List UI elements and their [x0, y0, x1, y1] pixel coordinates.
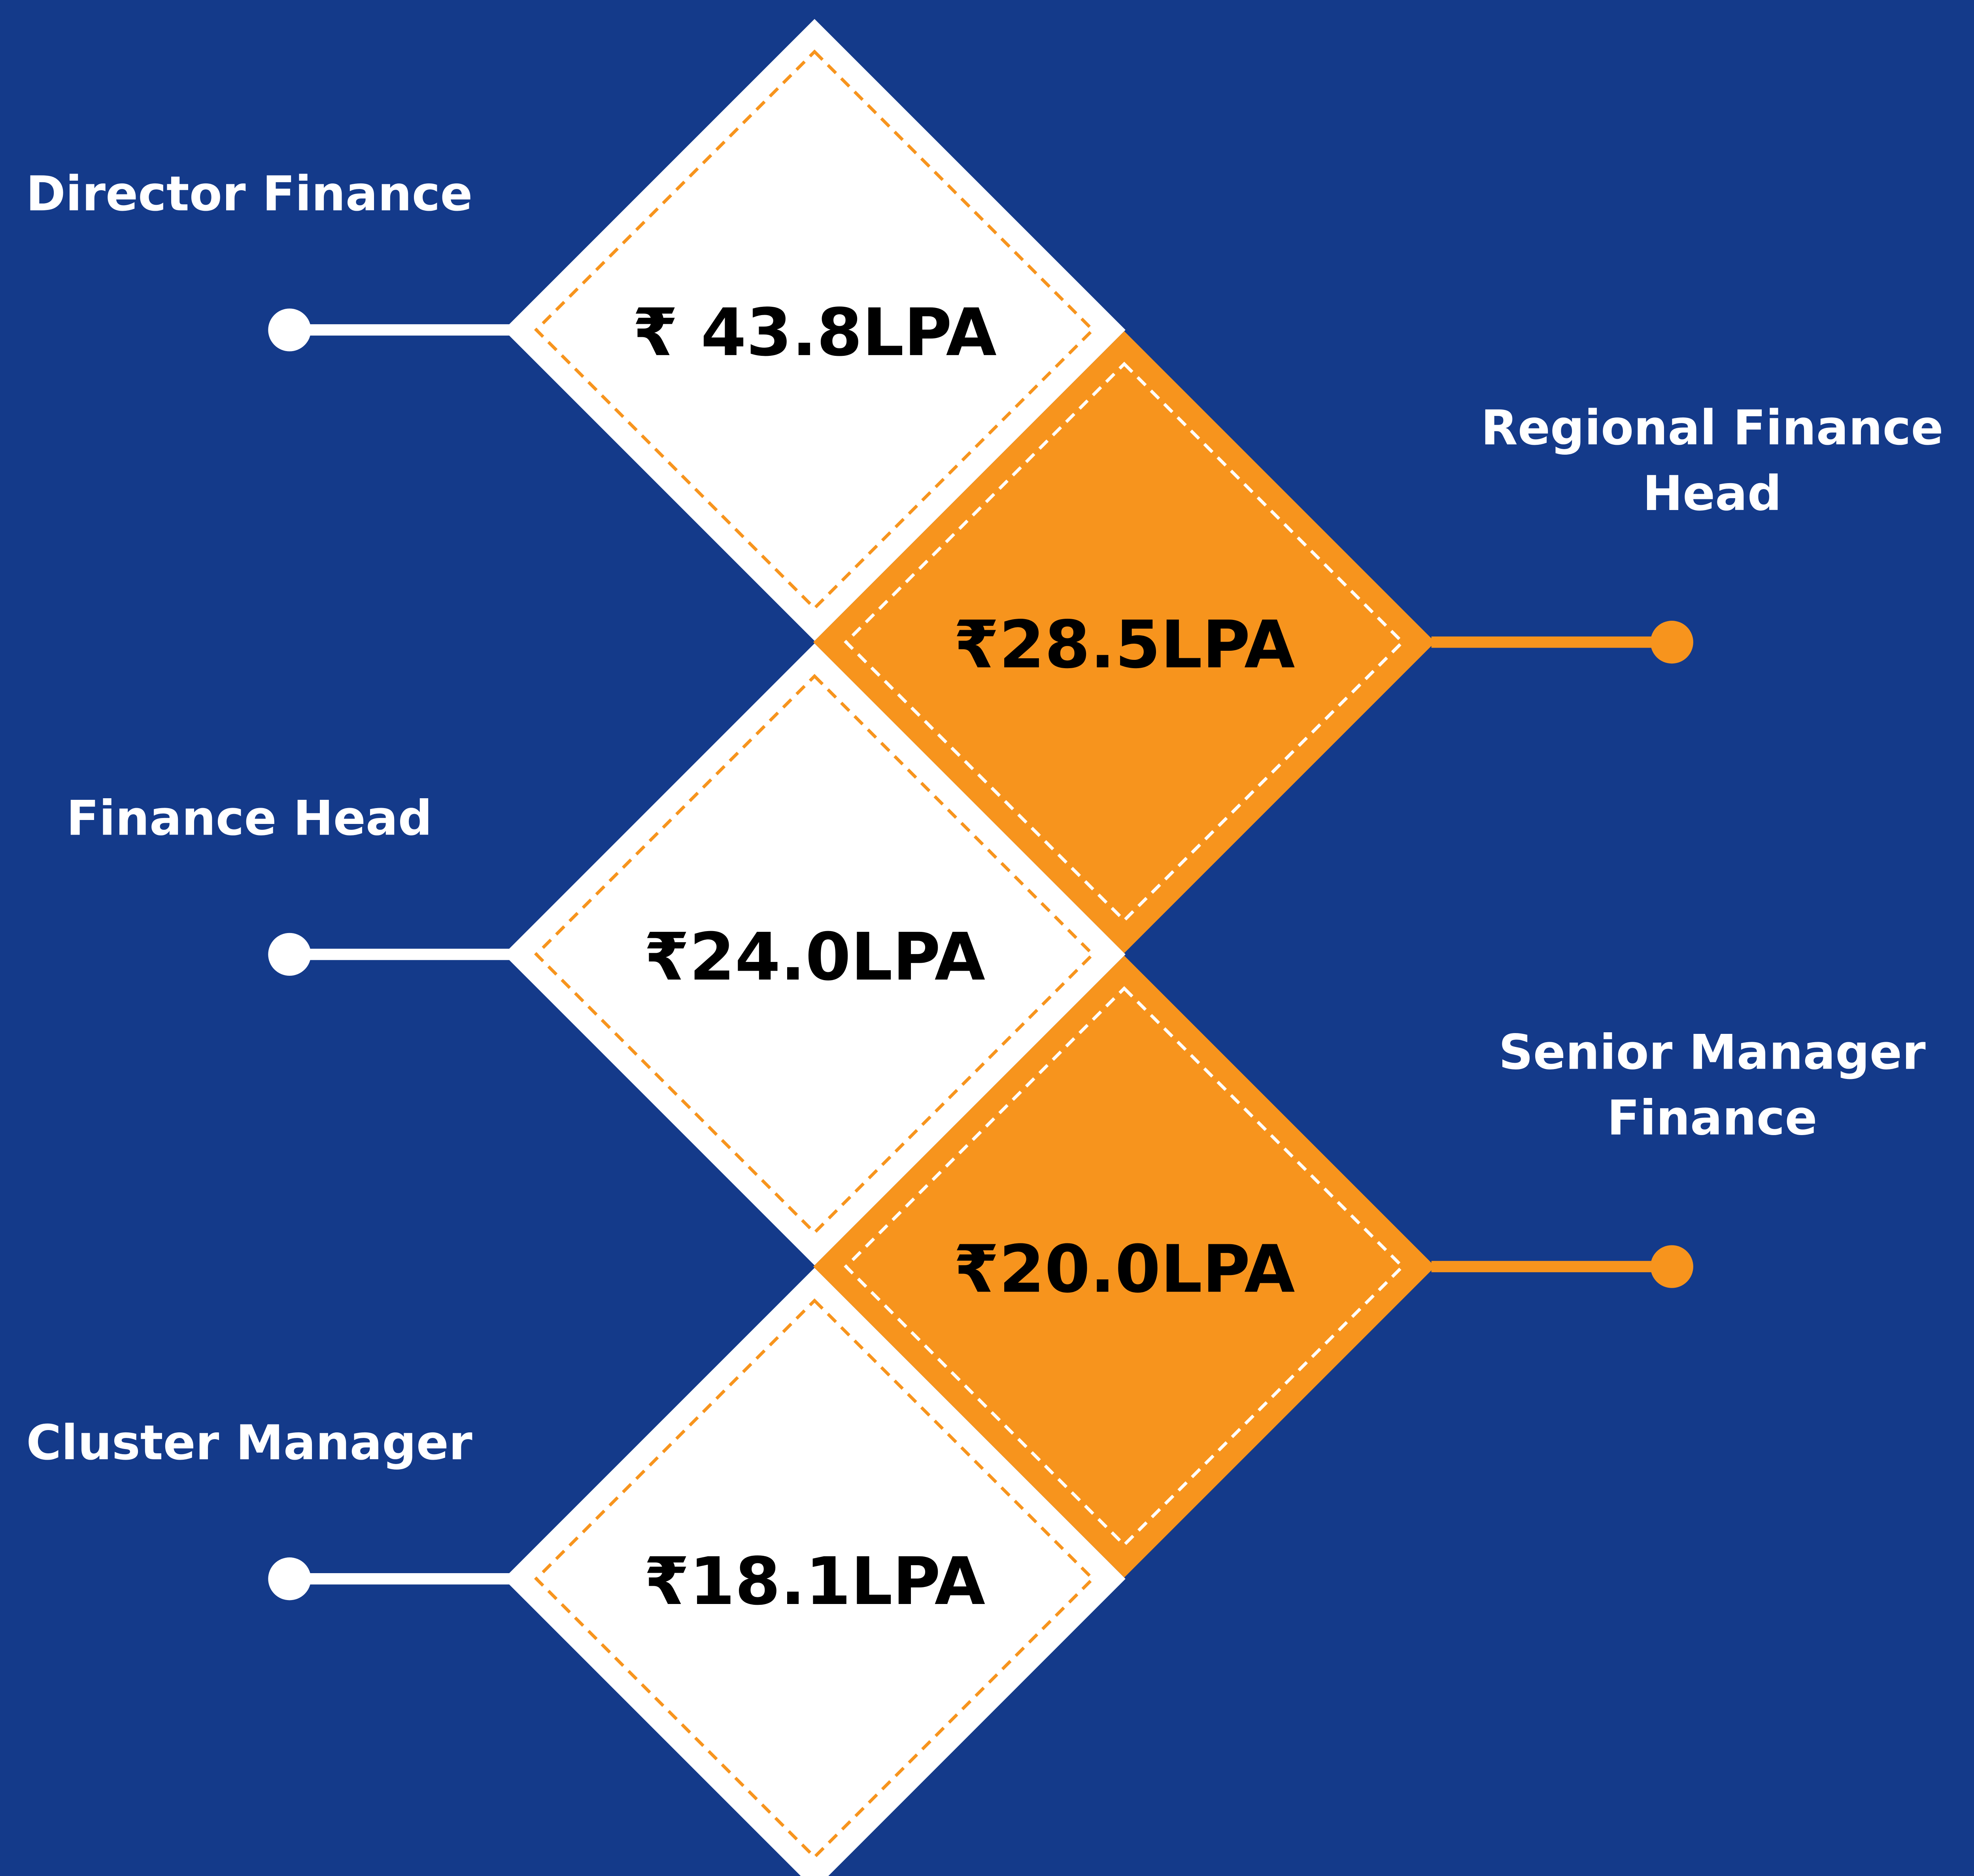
salary-value: ₹20.0LPA — [954, 1231, 1295, 1307]
salary-value: ₹18.1LPA — [644, 1543, 985, 1620]
salary-value: ₹28.5LPA — [954, 607, 1295, 683]
role-label: Cluster Manager — [26, 1415, 472, 1471]
role-label: Senior Manager — [1499, 1025, 1926, 1081]
role-label: Regional Finance — [1481, 400, 1944, 456]
connector-dot — [1650, 621, 1693, 664]
dashed-border — [534, 674, 1095, 1235]
role-label: Head — [1643, 466, 1782, 521]
connector-dot — [1650, 1245, 1693, 1288]
connector-dot — [268, 1557, 311, 1600]
salary-value: ₹ 43.8LPA — [633, 295, 997, 371]
salary-value: ₹24.0LPA — [644, 919, 985, 996]
role-label: Director Finance — [26, 166, 472, 222]
dashed-border — [534, 1298, 1095, 1859]
dashed-border — [844, 361, 1405, 923]
dashed-border — [844, 986, 1405, 1547]
role-label: Finance Head — [66, 790, 433, 846]
role-label: Finance — [1607, 1090, 1817, 1146]
connector-dot — [268, 308, 311, 351]
diamond — [813, 331, 1436, 953]
diamond — [813, 956, 1436, 1578]
connector-dot — [268, 933, 311, 976]
diamond — [503, 1268, 1126, 1876]
dashed-border — [534, 49, 1095, 610]
